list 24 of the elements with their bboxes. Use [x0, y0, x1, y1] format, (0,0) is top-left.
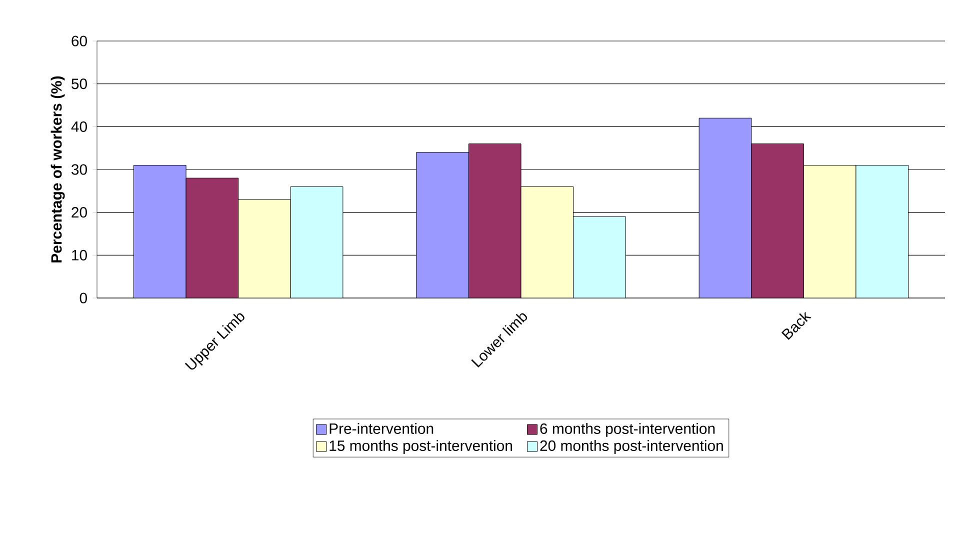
y-tick-label: 40	[71, 121, 87, 132]
bar	[290, 186, 344, 298]
bar	[803, 164, 856, 298]
y-tick-label: 0	[80, 292, 87, 304]
bar	[573, 216, 626, 298]
legend-label: 20 months post-intervention	[540, 440, 723, 454]
legend-label: 15 months post-intervention	[330, 440, 512, 454]
y-tick-label: 20	[72, 207, 87, 218]
legend-label: Pre-intervention	[330, 422, 434, 434]
y-tick-label: 30	[72, 164, 87, 175]
bar	[186, 178, 239, 298]
bar	[520, 186, 574, 298]
y-tick-label: 10	[72, 250, 87, 260]
bar	[856, 164, 909, 298]
bar	[238, 199, 291, 298]
bar	[698, 118, 752, 298]
bar	[134, 164, 186, 298]
y-axis-title: Percentage of workers (%)	[50, 76, 65, 262]
y-tick-label: 60	[72, 36, 87, 46]
y-tick-label: 50	[72, 78, 87, 90]
bar	[416, 152, 469, 298]
bar	[751, 144, 804, 298]
legend-label: 6 months post-intervention	[540, 422, 715, 437]
bar	[468, 144, 522, 298]
